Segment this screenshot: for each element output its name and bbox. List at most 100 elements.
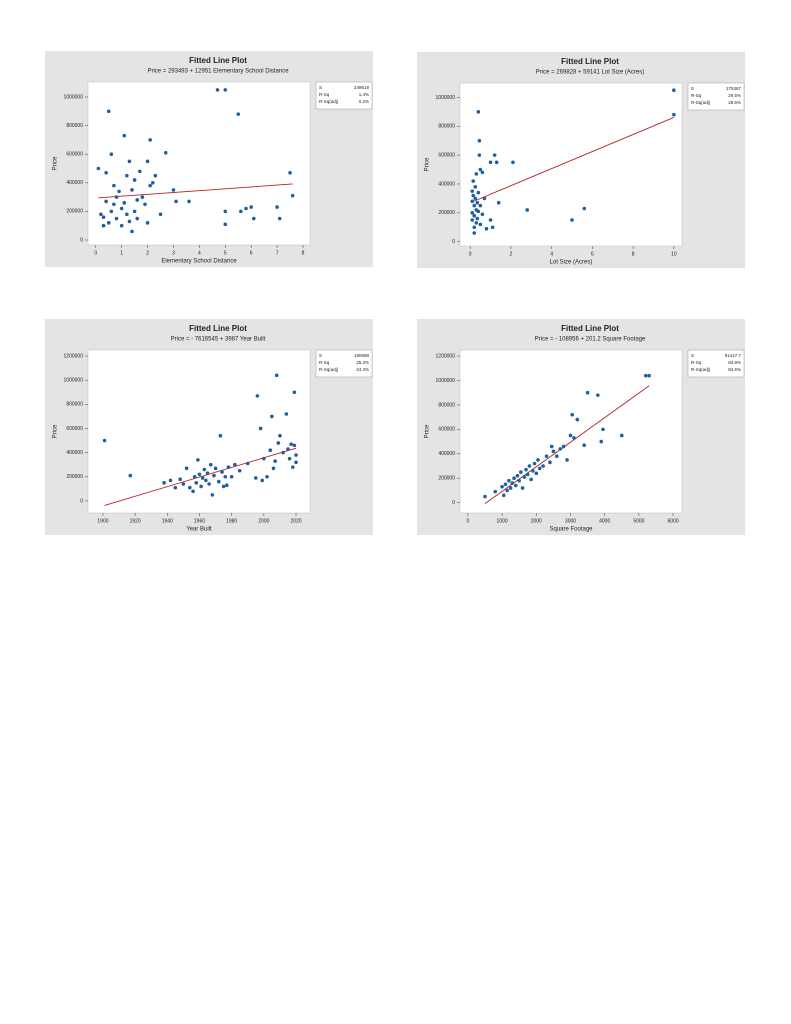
stat-label: R-Sq(adj) bbox=[691, 367, 711, 372]
chart-panel: Fitted Line Plot Price = 269828 + 59141 L… bbox=[417, 52, 745, 268]
chart-panel: Fitted Line Plot Price = 293493 + 12951 E… bbox=[45, 51, 373, 267]
x-tick-label: 1920 bbox=[130, 518, 141, 524]
x-tick-label: 8 bbox=[632, 251, 635, 257]
point bbox=[494, 160, 499, 165]
point bbox=[472, 231, 477, 235]
point bbox=[101, 223, 106, 228]
point bbox=[643, 373, 648, 378]
point bbox=[483, 494, 487, 499]
point bbox=[503, 482, 508, 487]
stat-label: S bbox=[319, 85, 322, 90]
point bbox=[237, 468, 242, 473]
point bbox=[223, 209, 228, 214]
x-tick-label: 6000 bbox=[668, 518, 679, 524]
point bbox=[223, 222, 228, 227]
point bbox=[532, 461, 537, 466]
y-tick-label: 0 bbox=[452, 500, 455, 506]
point bbox=[474, 172, 479, 176]
point bbox=[215, 88, 220, 92]
x-tick-label: 2000 bbox=[531, 518, 542, 524]
point bbox=[199, 484, 203, 489]
x-tick-label: 1980 bbox=[226, 518, 237, 524]
point bbox=[288, 170, 292, 175]
point bbox=[153, 173, 158, 178]
point bbox=[470, 211, 475, 215]
point bbox=[472, 225, 477, 230]
x-tick-label: 1 bbox=[120, 250, 123, 256]
point bbox=[492, 153, 497, 157]
point bbox=[541, 464, 545, 468]
point bbox=[207, 482, 211, 486]
point bbox=[106, 109, 111, 114]
point bbox=[508, 486, 513, 490]
stat-label: R-Sq(adj) bbox=[691, 100, 711, 105]
point bbox=[204, 478, 208, 483]
point bbox=[558, 447, 563, 451]
point bbox=[284, 412, 289, 416]
point bbox=[470, 199, 475, 204]
stat-value: 1.4% bbox=[359, 92, 369, 97]
point bbox=[145, 159, 150, 164]
point bbox=[601, 427, 605, 432]
y-tick-label: 200000 bbox=[66, 474, 83, 480]
y-tick-label: 0 bbox=[452, 239, 455, 245]
x-tick-label: 1940 bbox=[162, 518, 173, 524]
x-tick-label: 0 bbox=[469, 251, 472, 257]
x-tick-label: 1900 bbox=[97, 518, 108, 524]
stats-box bbox=[687, 349, 745, 378]
y-tick-label: 1000000 bbox=[436, 95, 456, 101]
point bbox=[510, 481, 515, 485]
point bbox=[537, 466, 542, 471]
point bbox=[260, 478, 265, 483]
x-tick-label: 7 bbox=[276, 250, 279, 256]
y-tick-label: 200000 bbox=[438, 210, 455, 216]
point bbox=[236, 112, 241, 116]
fit-line bbox=[472, 117, 675, 203]
chart-title: Fitted Line Plot bbox=[561, 324, 619, 333]
chart-panel: Fitted Line Plot Price = - 7616545 + 3987… bbox=[45, 319, 373, 535]
point bbox=[473, 196, 478, 201]
y-tick-label: 600000 bbox=[66, 152, 83, 158]
chart-title: Fitted Line Plot bbox=[189, 324, 247, 333]
point bbox=[512, 476, 516, 481]
stat-label: R-Sq bbox=[319, 360, 330, 365]
point bbox=[253, 476, 258, 480]
point bbox=[213, 466, 218, 471]
point bbox=[471, 193, 476, 198]
point bbox=[476, 209, 481, 214]
point bbox=[575, 417, 580, 422]
point bbox=[570, 412, 574, 417]
point bbox=[225, 483, 229, 488]
y-tick-label: 200000 bbox=[438, 476, 455, 482]
point bbox=[173, 485, 178, 490]
point bbox=[258, 426, 263, 431]
point bbox=[520, 486, 525, 490]
point bbox=[210, 493, 215, 497]
point bbox=[229, 474, 234, 479]
y-tick-label: 800000 bbox=[66, 402, 83, 408]
stat-value: 29.5% bbox=[728, 93, 741, 98]
x-tick-label: 4 bbox=[550, 251, 553, 257]
point bbox=[163, 150, 168, 155]
point bbox=[596, 393, 600, 397]
point bbox=[202, 467, 207, 472]
stats-box bbox=[687, 82, 745, 111]
stat-value: 28.6% bbox=[728, 100, 741, 105]
point bbox=[192, 474, 197, 479]
point bbox=[294, 460, 298, 465]
y-tick-label: 600000 bbox=[66, 426, 83, 432]
point bbox=[184, 466, 189, 471]
point bbox=[517, 478, 521, 483]
point bbox=[162, 481, 166, 485]
point bbox=[472, 203, 477, 208]
point bbox=[561, 444, 566, 449]
point bbox=[135, 198, 140, 202]
x-tick-label: 2000 bbox=[258, 518, 269, 524]
y-tick-label: 800000 bbox=[438, 402, 455, 408]
stats-box bbox=[315, 349, 373, 378]
point bbox=[127, 219, 132, 224]
point bbox=[130, 229, 134, 234]
point bbox=[488, 160, 493, 165]
